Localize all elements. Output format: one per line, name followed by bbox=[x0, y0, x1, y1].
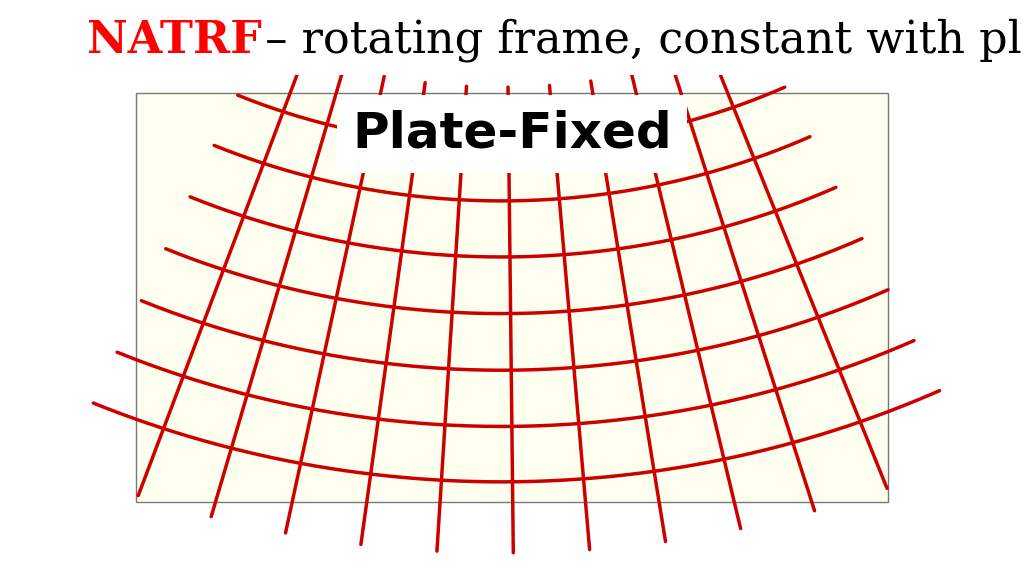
Bar bbox=[135, 93, 889, 502]
Text: Plate-Fixed: Plate-Fixed bbox=[352, 110, 672, 158]
Text: – rotating frame, constant with plate: – rotating frame, constant with plate bbox=[251, 18, 1024, 62]
Text: NATRF: NATRF bbox=[87, 18, 262, 62]
